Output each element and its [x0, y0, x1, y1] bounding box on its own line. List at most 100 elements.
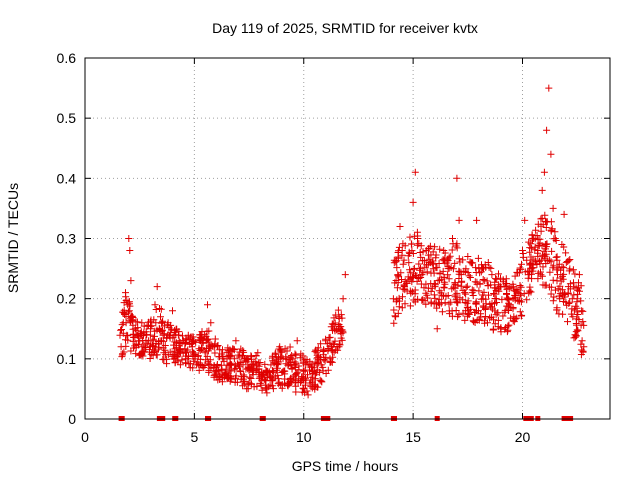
data-point	[181, 345, 189, 353]
data-point	[455, 216, 463, 224]
data-point	[147, 350, 155, 358]
data-point	[244, 365, 252, 373]
data-point	[419, 269, 427, 277]
x-tick-label: 10	[296, 429, 312, 445]
data-point	[230, 365, 238, 373]
data-point	[244, 363, 252, 371]
data-point	[521, 216, 529, 224]
data-point	[153, 283, 161, 291]
data-point	[436, 269, 444, 277]
x-axis-label: GPS time / hours	[292, 458, 399, 474]
data-point	[431, 283, 439, 291]
data-point	[132, 327, 140, 335]
data-point	[575, 271, 583, 279]
data-point	[276, 343, 284, 351]
data-point	[210, 343, 218, 351]
data-point	[335, 322, 343, 330]
data-point	[309, 367, 316, 375]
data-point	[271, 373, 279, 381]
data-point	[484, 319, 491, 327]
data-point	[489, 326, 497, 334]
data-point	[556, 290, 564, 298]
data-point	[293, 337, 301, 345]
data-point	[399, 260, 407, 268]
data-point	[487, 281, 495, 289]
data-point	[528, 275, 536, 283]
data-point	[201, 349, 209, 357]
data-point	[546, 268, 554, 276]
data-point	[390, 306, 398, 314]
data-point	[222, 368, 230, 376]
data-point	[462, 284, 470, 291]
data-point	[494, 316, 502, 324]
data-point	[515, 269, 523, 277]
data-point	[444, 292, 452, 299]
data-point	[560, 210, 568, 218]
data-point	[401, 300, 409, 308]
data-point	[474, 254, 482, 262]
data-point	[572, 302, 580, 310]
data-point	[466, 274, 474, 281]
data-point	[549, 297, 557, 305]
data-point	[405, 259, 413, 267]
data-point	[278, 384, 286, 392]
data-point	[271, 349, 279, 357]
data-point	[184, 355, 192, 363]
data-point	[142, 331, 150, 339]
data-point	[435, 260, 443, 267]
data-point	[270, 359, 278, 367]
data-point	[205, 338, 213, 346]
data-point	[523, 256, 531, 264]
data-point	[235, 353, 243, 361]
data-point	[151, 332, 158, 340]
data-point	[197, 345, 205, 353]
data-point	[122, 297, 130, 304]
data-point	[541, 281, 549, 289]
data-point	[518, 260, 525, 268]
data-point	[166, 329, 174, 337]
data-point	[325, 334, 333, 342]
y-tick-label: 0.3	[57, 231, 77, 247]
data-point	[300, 357, 307, 365]
data-point	[462, 290, 470, 298]
data-point	[331, 319, 339, 327]
data-point	[564, 289, 572, 297]
data-point	[158, 337, 165, 345]
data-point	[438, 275, 446, 283]
data-point	[517, 298, 525, 306]
data-point	[227, 352, 235, 360]
data-point	[183, 348, 191, 356]
data-point	[449, 235, 456, 242]
data-point	[519, 250, 527, 257]
data-point	[232, 337, 240, 345]
data-point	[160, 349, 168, 357]
data-point	[473, 216, 481, 224]
data-point	[124, 336, 132, 344]
data-point	[280, 367, 288, 375]
data-point	[479, 264, 486, 272]
data-point	[423, 291, 431, 299]
data-point	[205, 327, 213, 335]
data-point	[537, 215, 545, 223]
data-point	[160, 330, 168, 338]
data-point	[574, 327, 582, 335]
data-point	[213, 361, 221, 368]
data-point	[541, 255, 549, 263]
data-point	[536, 239, 544, 247]
data-point	[206, 361, 214, 369]
data-point	[557, 274, 565, 282]
data-point	[267, 361, 275, 369]
data-point	[281, 345, 289, 353]
data-point	[564, 318, 571, 326]
data-point	[559, 310, 567, 318]
data-point	[409, 250, 417, 257]
data-point	[579, 307, 587, 315]
data-point	[166, 348, 174, 356]
data-point	[555, 260, 563, 268]
data-point	[407, 240, 415, 248]
data-point	[411, 168, 419, 176]
data-point	[175, 342, 183, 350]
data-point	[525, 238, 533, 246]
data-point	[119, 308, 127, 316]
data-point	[453, 240, 461, 248]
